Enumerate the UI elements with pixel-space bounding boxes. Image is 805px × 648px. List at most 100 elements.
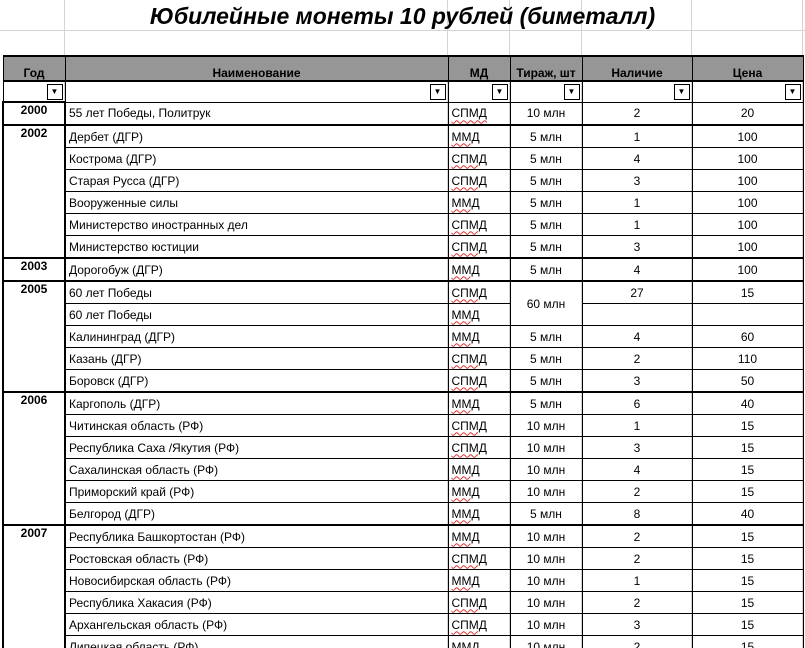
price-cell[interactable] xyxy=(691,303,804,326)
md-cell[interactable]: ММД xyxy=(447,124,511,148)
filter-dropdown-icon[interactable]: ▼ xyxy=(673,84,690,100)
mintage-cell[interactable]: 5 млн xyxy=(509,235,583,259)
price-cell[interactable]: 100 xyxy=(691,169,804,192)
stock-cell[interactable]: 2 xyxy=(581,635,693,648)
stock-cell[interactable]: 8 xyxy=(581,502,693,526)
md-cell[interactable]: ММД xyxy=(447,524,511,548)
mintage-cell[interactable]: 10 млн xyxy=(509,458,583,481)
year-cell[interactable]: 2000 xyxy=(2,101,66,126)
mintage-cell[interactable]: 5 млн xyxy=(509,169,583,192)
price-cell[interactable]: 15 xyxy=(691,569,804,592)
price-cell[interactable]: 15 xyxy=(691,547,804,570)
name-cell[interactable]: Дербет (ДГР) xyxy=(64,124,449,148)
mintage-cell[interactable]: 5 млн xyxy=(509,502,583,526)
price-cell[interactable]: 15 xyxy=(691,414,804,437)
name-cell[interactable]: Сахалинская область (РФ) xyxy=(64,458,449,481)
price-cell[interactable]: 15 xyxy=(691,591,804,614)
md-cell[interactable]: ММД xyxy=(447,303,511,326)
stock-cell[interactable] xyxy=(581,303,693,326)
stock-cell[interactable]: 1 xyxy=(581,213,693,236)
name-cell[interactable]: Каргополь (ДГР) xyxy=(64,391,449,415)
mintage-cell[interactable]: 10 млн xyxy=(509,436,583,459)
name-cell[interactable]: 60 лет Победы xyxy=(64,303,449,326)
md-cell[interactable]: СПМД xyxy=(447,169,511,192)
mintage-cell[interactable]: 10 млн xyxy=(509,569,583,592)
stock-cell[interactable]: 3 xyxy=(581,369,693,393)
stock-cell[interactable]: 1 xyxy=(581,124,693,148)
md-cell[interactable]: СПМД xyxy=(447,613,511,636)
price-cell[interactable]: 15 xyxy=(691,613,804,636)
header-name[interactable]: Наименование xyxy=(64,55,449,82)
header-md[interactable]: МД xyxy=(447,55,511,82)
md-cell[interactable]: СПМД xyxy=(447,547,511,570)
filter-dropdown-icon[interactable]: ▼ xyxy=(429,84,446,100)
stock-cell[interactable]: 3 xyxy=(581,235,693,259)
name-cell[interactable]: Вооруженные силы xyxy=(64,191,449,214)
mintage-cell[interactable]: 10 млн xyxy=(509,524,583,548)
mintage-cell[interactable]: 5 млн xyxy=(509,257,583,282)
mintage-cell[interactable]: 5 млн xyxy=(509,124,583,148)
stock-cell[interactable]: 6 xyxy=(581,391,693,415)
mintage-cell[interactable]: 5 млн xyxy=(509,325,583,348)
md-cell[interactable]: СПМД xyxy=(447,347,511,370)
stock-cell[interactable]: 2 xyxy=(581,101,693,126)
year-cell[interactable]: 2005 xyxy=(2,280,66,393)
stock-cell[interactable]: 3 xyxy=(581,436,693,459)
md-cell[interactable]: СПМД xyxy=(447,369,511,393)
mintage-cell[interactable]: 10 млн xyxy=(509,101,583,126)
md-cell[interactable]: СПМД xyxy=(447,213,511,236)
price-cell[interactable]: 40 xyxy=(691,391,804,415)
stock-cell[interactable]: 4 xyxy=(581,458,693,481)
name-cell[interactable]: Белгород (ДГР) xyxy=(64,502,449,526)
name-cell[interactable]: Республика Саха /Якутия (РФ) xyxy=(64,436,449,459)
mintage-cell[interactable]: 10 млн xyxy=(509,547,583,570)
name-cell[interactable]: 60 лет Победы xyxy=(64,280,449,304)
name-cell[interactable]: Республика Башкортостан (РФ) xyxy=(64,524,449,548)
md-cell[interactable]: СПМД xyxy=(447,147,511,170)
price-cell[interactable]: 100 xyxy=(691,124,804,148)
md-cell[interactable]: СПМД xyxy=(447,591,511,614)
price-cell[interactable]: 110 xyxy=(691,347,804,370)
filter-dropdown-icon[interactable]: ▼ xyxy=(784,84,801,100)
name-cell[interactable]: Калининград (ДГР) xyxy=(64,325,449,348)
price-cell[interactable]: 50 xyxy=(691,369,804,393)
stock-cell[interactable]: 2 xyxy=(581,524,693,548)
md-cell[interactable]: СПМД xyxy=(447,101,511,126)
price-cell[interactable]: 15 xyxy=(691,458,804,481)
md-cell[interactable]: ММД xyxy=(447,191,511,214)
price-cell[interactable]: 100 xyxy=(691,235,804,259)
name-cell[interactable]: Министерство юстиции xyxy=(64,235,449,259)
filter-dropdown-icon[interactable]: ▼ xyxy=(491,84,508,100)
year-cell[interactable]: 2006 xyxy=(2,391,66,526)
stock-cell[interactable]: 27 xyxy=(581,280,693,304)
price-cell[interactable]: 15 xyxy=(691,280,804,304)
price-cell[interactable]: 15 xyxy=(691,635,804,648)
name-cell[interactable]: Старая Русса (ДГР) xyxy=(64,169,449,192)
mintage-cell[interactable]: 5 млн xyxy=(509,369,583,393)
name-cell[interactable]: Новосибирская область (РФ) xyxy=(64,569,449,592)
mintage-cell[interactable]: 5 млн xyxy=(509,213,583,236)
md-cell[interactable]: ММД xyxy=(447,635,511,648)
header-year[interactable]: Год xyxy=(2,55,66,82)
name-cell[interactable]: Кострома (ДГР) xyxy=(64,147,449,170)
name-cell[interactable]: Ростовская область (РФ) xyxy=(64,547,449,570)
md-cell[interactable]: СПМД xyxy=(447,414,511,437)
md-cell[interactable]: ММД xyxy=(447,391,511,415)
name-cell[interactable]: Читинская область (РФ) xyxy=(64,414,449,437)
name-cell[interactable]: Боровск (ДГР) xyxy=(64,369,449,393)
name-cell[interactable]: Липецкая область (РФ) xyxy=(64,635,449,648)
md-cell[interactable]: ММД xyxy=(447,569,511,592)
year-cell[interactable]: 2003 xyxy=(2,257,66,282)
md-cell[interactable]: ММД xyxy=(447,257,511,282)
header-stock[interactable]: Наличие xyxy=(581,55,693,82)
mintage-cell[interactable]: 10 млн xyxy=(509,414,583,437)
price-cell[interactable]: 15 xyxy=(691,524,804,548)
stock-cell[interactable]: 1 xyxy=(581,191,693,214)
md-cell[interactable]: ММД xyxy=(447,325,511,348)
name-cell[interactable]: Министерство иностранных дел xyxy=(64,213,449,236)
price-cell[interactable]: 60 xyxy=(691,325,804,348)
mintage-cell[interactable]: 10 млн xyxy=(509,480,583,503)
price-cell[interactable]: 100 xyxy=(691,213,804,236)
year-cell[interactable]: 2007 xyxy=(2,524,66,648)
filter-dropdown-icon[interactable]: ▼ xyxy=(46,84,63,100)
